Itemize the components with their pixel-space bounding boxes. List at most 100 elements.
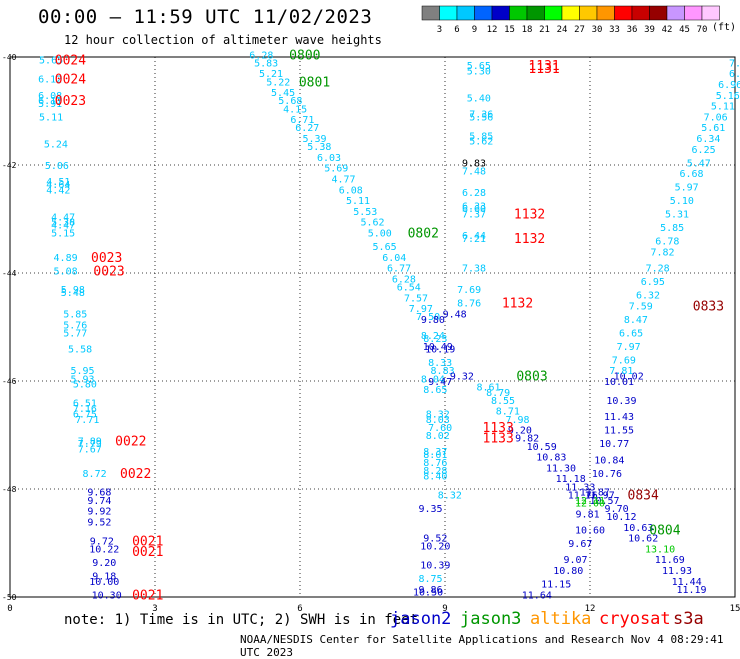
wave-height-value: 6.75 <box>73 409 97 420</box>
pass-time-label: 1133 <box>483 421 514 436</box>
wave-height-value: 12.00 <box>575 499 605 510</box>
wave-height-value: 9.20 <box>92 558 116 569</box>
wave-height-value: 5.11 <box>346 196 370 207</box>
wave-height-value: 11.15 <box>541 580 571 591</box>
wave-height-value: 7.37 <box>462 210 486 221</box>
wave-height-value: 5.58 <box>68 345 92 356</box>
wave-height-value: 5.77 <box>63 328 87 339</box>
colorbar-swatch <box>631 5 650 21</box>
colorbar-tick-label: 6 <box>454 25 459 35</box>
wave-height-value: 9.86 <box>418 585 442 596</box>
wave-height-value: 7.97 <box>617 342 641 353</box>
chart-title: 00:00 — 11:59 UTC 11/02/2023 <box>38 6 373 28</box>
colorbar-legend: 3 6 9 12 15 18 21 24 27 30 33 36 39 42 45 70 <box>421 5 720 35</box>
wave-height-value: 7.36 <box>469 110 493 121</box>
wave-height-value: 5.30 <box>467 67 491 78</box>
wave-height-value: 7.48 <box>462 166 486 177</box>
wave-height-value: 5.62 <box>360 218 384 229</box>
wave-height-value: 6.71 <box>290 115 314 126</box>
wave-height-value: 6.51 <box>73 399 97 410</box>
wave-height-value: 7.28 <box>646 264 670 275</box>
wave-height-value: 5.65 <box>373 242 397 253</box>
satellite-legend-jason2: jason2 <box>390 609 452 629</box>
colorbar-tick-label: 21 <box>539 25 550 35</box>
wave-height-value: 8.23 <box>423 334 447 345</box>
pass-time-label: 1132 <box>514 232 545 247</box>
colorbar-tick-label: 33 <box>609 25 620 35</box>
wave-height-value: 7.97 <box>409 304 433 315</box>
wave-height-value: 8.76 <box>423 458 447 469</box>
wave-height-value: 10.00 <box>89 577 119 588</box>
pass-time-label: 0021 <box>132 534 163 549</box>
wave-height-value: 6.60 <box>462 204 486 215</box>
wave-height-value: 8.32 <box>438 490 462 501</box>
wave-height-value: 6.44 <box>462 231 486 242</box>
colorbar-swatch <box>579 5 598 21</box>
wave-height-value: 11.43 <box>604 412 634 423</box>
colorbar-swatch <box>544 5 563 21</box>
colorbar-swatch <box>701 5 720 21</box>
wave-height-value: 5.39 <box>302 134 326 145</box>
pass-time-label: 0024 <box>55 73 86 88</box>
x-tick-label: 6 <box>297 604 302 614</box>
wave-height-value: 6.08 <box>38 91 62 102</box>
wave-height-value: 11.19 <box>676 585 706 596</box>
wave-height-value: 10.20 <box>420 542 450 553</box>
wave-height-value: 5.15 <box>51 229 75 240</box>
wave-height-value: 7. <box>729 58 740 69</box>
colorbar-tick-label: 12 <box>487 25 498 35</box>
colorbar-tick-label: 9 <box>472 25 477 35</box>
wave-height-value: 5.47 <box>687 158 711 169</box>
colorbar-swatch <box>561 5 580 21</box>
wave-height-value: 6.32 <box>636 291 660 302</box>
wave-height-value: 5.53 <box>353 207 377 218</box>
wave-height-value: 10.01 <box>604 377 634 388</box>
wave-height-value: 5.08 <box>54 266 78 277</box>
wave-height-value: 9.32 <box>450 372 474 383</box>
wave-height-value: 7.71 <box>75 415 99 426</box>
colorbar-tick-label: 39 <box>644 25 655 35</box>
wave-height-value: 9.68 <box>87 488 111 499</box>
x-tick-label: 9 <box>442 604 447 614</box>
wave-height-value: 10.63 <box>623 523 653 534</box>
wave-height-value: 5.83 <box>254 58 278 69</box>
wave-height-value: 9.52 <box>87 517 111 528</box>
credit-line: NOAA/NESDIS Center for Satellite Applica… <box>240 633 724 659</box>
wave-height-value: 5.11 <box>39 112 63 123</box>
wave-height-value: 9.92 <box>87 507 111 518</box>
wave-height-value: 7.60 <box>428 423 452 434</box>
wave-height-value: 5.56 <box>469 112 493 123</box>
wave-height-value: 5.95 <box>70 366 94 377</box>
plot-area: 0 3 6 9 12 15 -40 -42 -44 -46 -48 -50 <box>2 53 740 614</box>
wave-height-value: 10.19 <box>425 345 455 356</box>
wave-height-value: 9.83 <box>462 158 486 169</box>
wave-height-value: 8.75 <box>418 574 442 585</box>
wave-height-value: 6.03 <box>317 153 341 164</box>
wave-height-value: 8.33 <box>428 358 452 369</box>
wave-height-value: 6.65 <box>619 328 643 339</box>
wave-height-value: 6.04 <box>382 253 406 264</box>
pass-time-label: 1131 <box>528 62 559 77</box>
wave-height-value: 6.68 <box>679 169 703 180</box>
wave-height-value: 10.77 <box>599 439 629 450</box>
wave-height-value: 11.64 <box>522 590 552 601</box>
wave-height-value: 5.91 <box>38 99 62 110</box>
wave-height-value: 10.80 <box>553 566 583 577</box>
wave-height-value: 10.12 <box>606 512 636 523</box>
wave-height-value: 5.11 <box>711 102 735 113</box>
wave-height-value: 5.61 <box>701 123 725 134</box>
wave-height-value: 5.85 <box>469 131 493 142</box>
wave-height-value: 4.47 <box>51 220 75 231</box>
wave-height-value: 8.40 <box>423 472 447 483</box>
satellite-legend-s3a: s3a <box>673 609 704 629</box>
wave-height-value: 10.59 <box>527 442 557 453</box>
wave-height-value: 8.03 <box>426 415 450 426</box>
wave-height-value: 7.38 <box>462 264 486 275</box>
wave-height-value: 6.27 <box>295 123 319 134</box>
wave-height-value: 6.28 <box>392 274 416 285</box>
wave-height-value: 9.48 <box>443 310 467 321</box>
pass-time-label: 0023 <box>55 94 86 109</box>
wave-height-value: 8.65 <box>423 385 447 396</box>
wave-height-value: 5.16 <box>716 91 740 102</box>
